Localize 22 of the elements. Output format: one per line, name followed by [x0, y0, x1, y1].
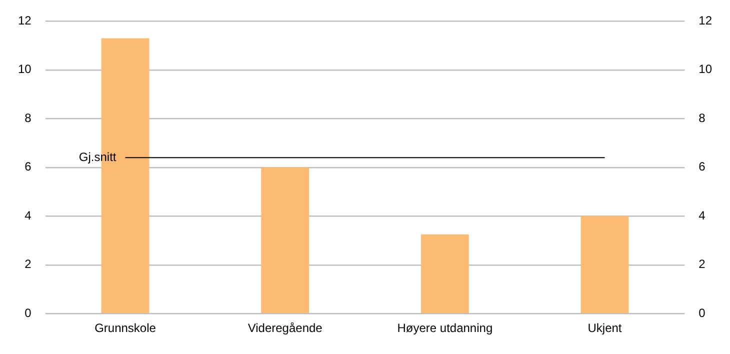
- bar: [580, 216, 629, 313]
- y-tick-label: 6: [24, 160, 32, 174]
- y-tick-label: 12: [18, 14, 32, 28]
- y2-tick-label: 12: [698, 14, 712, 28]
- y-tick-label: 10: [18, 62, 32, 76]
- y2-tick-label: 10: [698, 62, 712, 76]
- bar: [261, 167, 310, 313]
- y2-tick-label: 0: [698, 306, 706, 320]
- y2-tick-label: 6: [698, 160, 706, 174]
- y-tick-label: 0: [24, 306, 32, 320]
- y2-tick-label: 2: [698, 257, 706, 272]
- x-tick-label: Høyere utdanning: [397, 321, 493, 336]
- y-tick-label: 8: [24, 110, 32, 125]
- x-tick-label: Grunnskole: [94, 321, 156, 336]
- y2-tick-label: 4: [698, 208, 706, 222]
- x-tick-label: Ukjent: [588, 321, 622, 336]
- y2-tick-label: 8: [698, 110, 706, 125]
- y-tick-label: 2: [24, 257, 32, 272]
- y-tick-label: 4: [24, 208, 32, 222]
- x-tick-label: Videregående: [248, 321, 323, 336]
- bar: [420, 234, 469, 313]
- ref-line-label: Gj.snitt: [78, 150, 117, 164]
